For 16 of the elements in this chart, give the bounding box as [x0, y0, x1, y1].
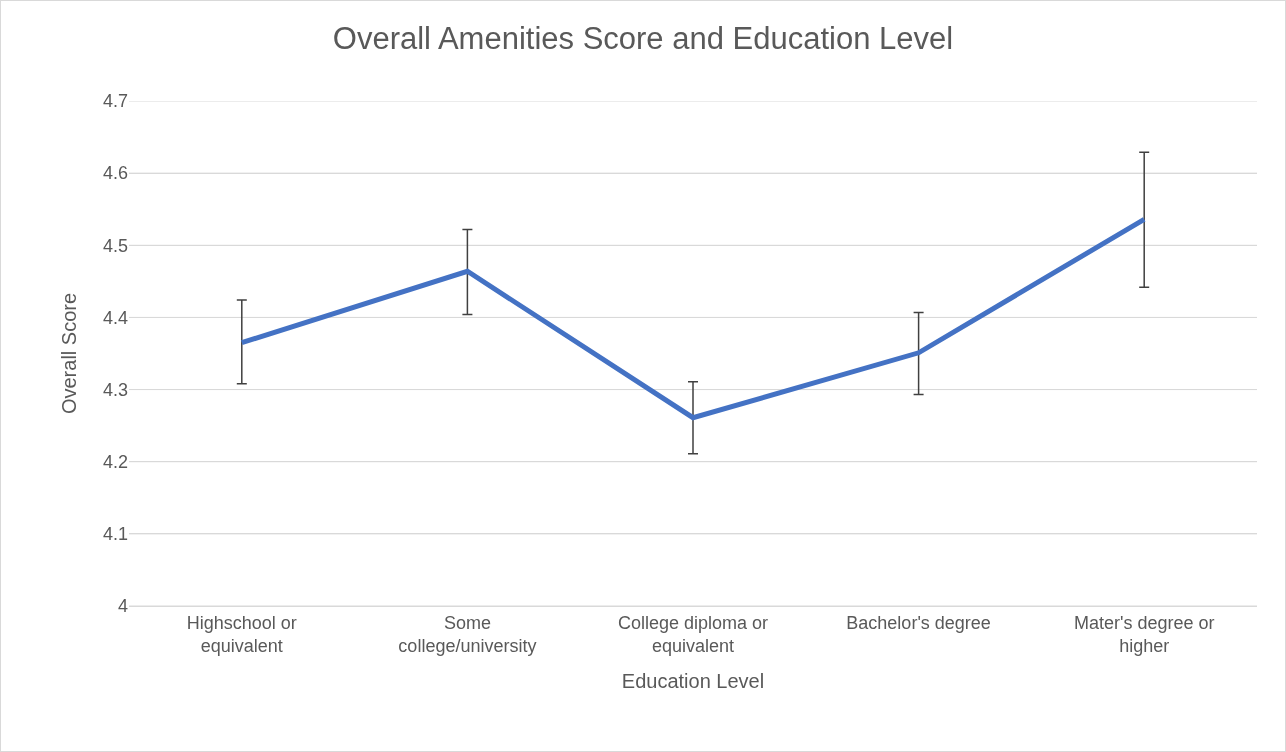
- y-tick-label: 4.7: [102, 91, 128, 112]
- x-axis-title: Education Level: [621, 669, 765, 692]
- x-tick-label: College diploma or equivalent: [617, 612, 769, 656]
- x-tick-label: Bachelor's degree: [846, 612, 991, 633]
- y-tick-label: 4.1: [102, 524, 128, 545]
- y-tick-label: 4: [117, 596, 128, 617]
- y-tick-label: 4.5: [102, 235, 128, 256]
- y-axis-title: Overall Score: [58, 292, 81, 415]
- x-tick-label: Mater's degree or higher: [1073, 612, 1215, 656]
- chart-title: Overall Amenities Score and Education Level: [332, 20, 954, 56]
- y-tick-label: 4.4: [102, 307, 128, 328]
- y-tick-label: 4.3: [102, 379, 128, 400]
- x-tick-label: Some college/university: [398, 612, 537, 656]
- x-tick-label: Highschool or equivalent: [186, 612, 297, 656]
- y-tick-label: 4.2: [102, 452, 128, 473]
- y-tick-label: 4.6: [102, 163, 128, 184]
